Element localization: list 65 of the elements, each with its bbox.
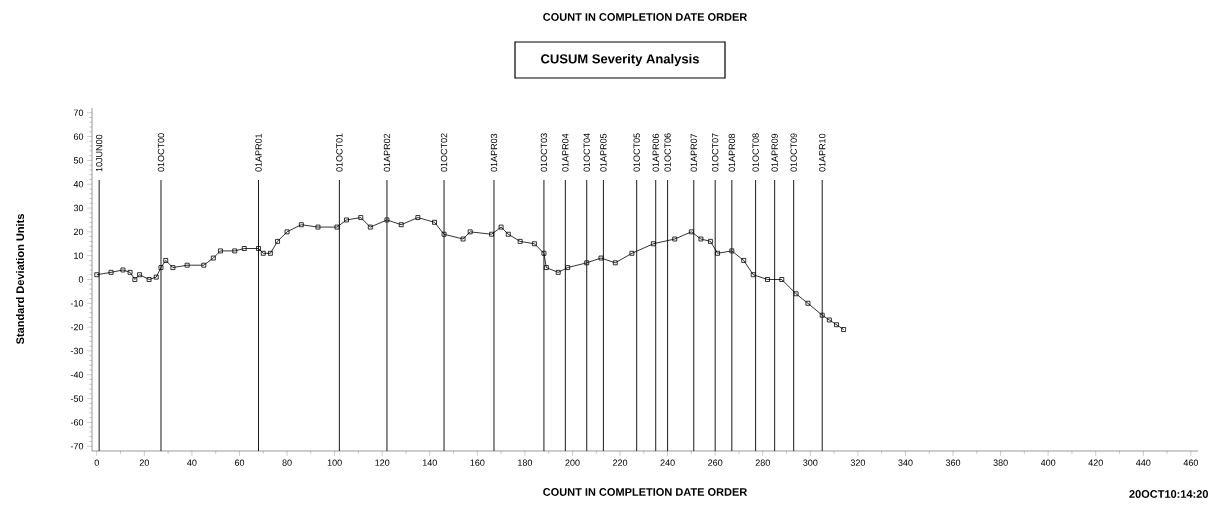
x-tick-label: 400 [1040,459,1056,466]
x-tick-label: 220 [612,459,628,466]
ref-line-label: 01OCT00 [157,133,165,172]
ref-line-label: 01APR05 [600,133,607,172]
y-tick-label: 20 [73,228,84,236]
ref-line-label: 01APR09 [771,133,778,172]
ref-line-label: 01OCT09 [790,133,797,172]
y-tick-label: 50 [73,157,84,164]
y-axis-title: Standard Deviation Units [15,214,25,345]
y-tick-label: -30 [70,347,84,355]
ref-line-label: 01APR04 [562,133,569,172]
ref-line-label: 01APR06 [652,133,659,172]
text: COUNT IN COMPLETION DATE ORDER [543,13,748,21]
ref-line-label: 01OCT02 [440,133,448,172]
x-tick-label: 320 [850,459,866,466]
x-axis-title: COUNT IN COMPLETION DATE ORDER [543,488,748,496]
ref-line-label: 01APR03 [490,133,498,172]
y-tick-label: -10 [70,300,84,307]
x-tick-label: 80 [282,459,292,466]
x-tick-label: 200 [565,459,580,466]
x-tick-label: 260 [708,459,723,466]
y-tick-label: -20 [70,323,84,331]
x-tick-label: 160 [470,459,485,466]
ref-line-label: 01OCT08 [752,133,759,172]
x-tick-label: 460 [1183,459,1199,466]
x-tick-label: 300 [803,459,818,466]
x-tick-label: 440 [1136,459,1151,466]
ref-line-label: 10JUN00 [95,134,103,172]
ref-line-label: 01APR10 [819,133,826,172]
y-tick-label: 10 [74,252,84,259]
ref-line-label: 01APR01 [255,133,262,172]
x-tick-label: 100 [327,459,342,466]
x-tick-label: 0 [94,459,99,466]
ref-line-label: 01APR07 [690,133,697,172]
ref-line-label: 01OCT01 [336,133,343,172]
x-tick-label: 380 [993,459,1008,466]
ref-line-label: 01OCT06 [664,133,671,172]
y-tick-label: -40 [70,371,84,378]
ref-line-label: 01OCT05 [633,133,640,172]
y-tick-label: 30 [73,204,84,212]
x-tick-label: 60 [234,459,245,466]
y-tick-label: 40 [73,181,84,188]
ref-line-label: 01OCT03 [540,133,548,172]
ref-line-label: 01OCT04 [583,133,590,172]
y-tick-label: -70 [70,443,84,450]
x-tick-label: 340 [898,459,913,466]
x-tick-label: 180 [518,459,533,466]
y-tick-label: -50 [70,395,84,402]
x-tick-label: 120 [375,459,390,466]
x-tick-label: 360 [945,459,961,466]
ref-line-label: 01APR02 [383,133,391,172]
y-tick-label: 60 [73,133,84,140]
text: 20OCT10:14:20 [1129,490,1208,498]
x-tick-label: 20 [139,459,149,466]
ref-line-label: 01APR08 [728,133,736,172]
y-tick-label: -60 [70,419,84,426]
chart-title: CUSUM Severity Analysis [541,53,699,67]
x-tick-label: 420 [1088,459,1103,466]
x-tick-label: 40 [187,459,197,466]
ref-line-label: 01OCT07 [711,133,719,172]
y-tick-label: 70 [73,109,84,116]
y-tick-label: 0 [78,276,84,283]
x-tick-label: 240 [660,459,675,466]
x-tick-label: 280 [755,459,770,466]
x-tick-label: 140 [422,459,437,466]
